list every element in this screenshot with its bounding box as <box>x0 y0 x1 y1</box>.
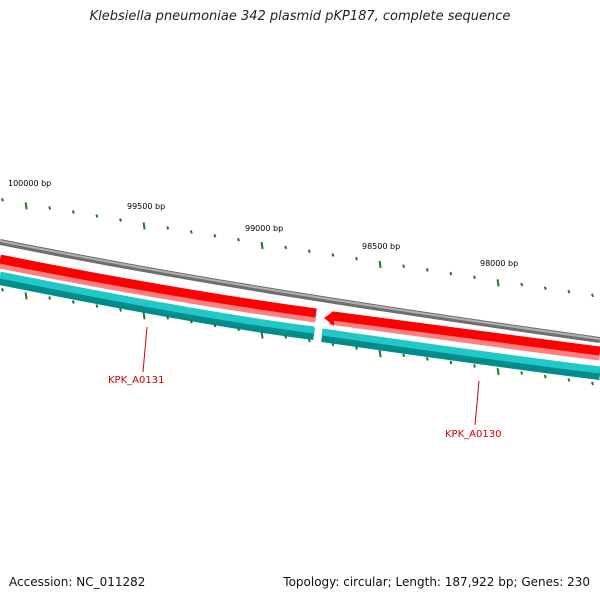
gene-kpk-a0130-arrowhead <box>324 311 334 326</box>
ruler-minor-tick <box>48 296 52 300</box>
ruler-minor-tick <box>189 230 193 234</box>
reverse-strand-shade-right <box>321 330 600 380</box>
ruler-minor-tick <box>237 327 240 332</box>
ruler-minor-tick <box>95 304 99 308</box>
ruler-minor-tick <box>95 214 99 218</box>
ruler-major-tick <box>496 367 500 376</box>
ruler-ticks-top <box>1 197 594 298</box>
ruler-minor-tick <box>567 378 571 382</box>
ruler-minor-tick <box>543 286 547 291</box>
ruler-minor-tick <box>213 233 217 238</box>
gene-label-leader-kpk-a0131 <box>142 326 148 373</box>
ruler-major-tick <box>496 279 500 287</box>
ruler-minor-tick <box>166 315 170 320</box>
ruler-minor-tick <box>1 287 4 292</box>
ruler-minor-tick <box>355 346 358 350</box>
ruler-minor-tick <box>402 264 406 269</box>
reverse-strand-shade-left <box>0 273 315 340</box>
ruler-ticks-bottom <box>1 287 594 386</box>
ruler-minor-tick <box>425 357 429 361</box>
ruler-major-tick <box>260 331 264 339</box>
gene-label-kpk-a0131[interactable]: KPK_A0131 <box>108 375 164 386</box>
ruler-major-tick <box>142 312 146 320</box>
ruler-major-tick <box>378 350 382 358</box>
ruler-minor-tick <box>543 374 547 379</box>
ruler-minor-tick <box>473 275 476 280</box>
ruler-minor-tick <box>119 308 122 312</box>
summary-label: Topology: circular; Length: 187,922 bp; … <box>283 575 590 589</box>
ruler-minor-tick <box>71 300 75 304</box>
ruler-major-tick <box>260 241 264 250</box>
ruler-label-99000: 99000 bp <box>245 224 283 233</box>
ruler-major-tick <box>24 202 28 210</box>
ruler-minor-tick <box>189 319 193 324</box>
ruler-minor-tick <box>520 282 524 287</box>
reverse-strand-right[interactable] <box>321 328 600 374</box>
ruler-minor-tick <box>331 253 335 257</box>
ruler-minor-tick <box>402 353 406 358</box>
ruler-minor-tick <box>331 342 335 347</box>
ruler-minor-tick <box>425 268 429 272</box>
gene-label-leader-kpk-a0130 <box>474 380 480 426</box>
ruler-label-98000: 98000 bp <box>480 259 518 268</box>
ruler-minor-tick <box>237 237 240 242</box>
ruler-minor-tick <box>449 271 453 276</box>
ruler-minor-tick <box>48 206 52 210</box>
ruler-minor-tick <box>520 371 524 375</box>
ruler-minor-tick <box>307 338 311 343</box>
ruler-major-tick <box>142 222 146 230</box>
ruler-minor-tick <box>284 245 288 250</box>
reverse-strand-left[interactable] <box>0 271 315 334</box>
ruler-minor-tick <box>71 210 75 214</box>
ruler-minor-tick <box>449 360 453 365</box>
ruler-minor-tick <box>567 289 571 294</box>
ruler-minor-tick <box>166 226 170 230</box>
ruler-minor-tick <box>473 364 476 368</box>
ruler-minor-tick <box>307 249 311 254</box>
backbone-line <box>0 240 600 340</box>
ruler-label-99500: 99500 bp <box>127 202 165 211</box>
ruler-minor-tick <box>213 323 217 328</box>
map-title: Klebsiella pneumoniae 342 plasmid pKP187… <box>89 9 511 24</box>
accession-label: Accession: NC_011282 <box>9 575 146 589</box>
ruler-label-98500: 98500 bp <box>362 242 400 251</box>
gene-label-kpk-a0130[interactable]: KPK_A0130 <box>445 429 501 440</box>
ruler-minor-tick <box>1 197 4 202</box>
gene-kpk-a0130[interactable] <box>332 311 600 356</box>
ruler-minor-tick <box>119 218 122 222</box>
ruler-minor-tick <box>355 256 358 261</box>
ruler-major-tick <box>24 292 28 300</box>
gene-kpk-a0131-red[interactable] <box>0 254 317 318</box>
ruler-minor-tick <box>591 381 594 386</box>
ruler-minor-tick <box>284 335 288 339</box>
ruler-major-tick <box>378 260 382 269</box>
ruler-minor-tick <box>591 293 594 298</box>
ruler-label-100000: 100000 bp <box>8 179 51 188</box>
